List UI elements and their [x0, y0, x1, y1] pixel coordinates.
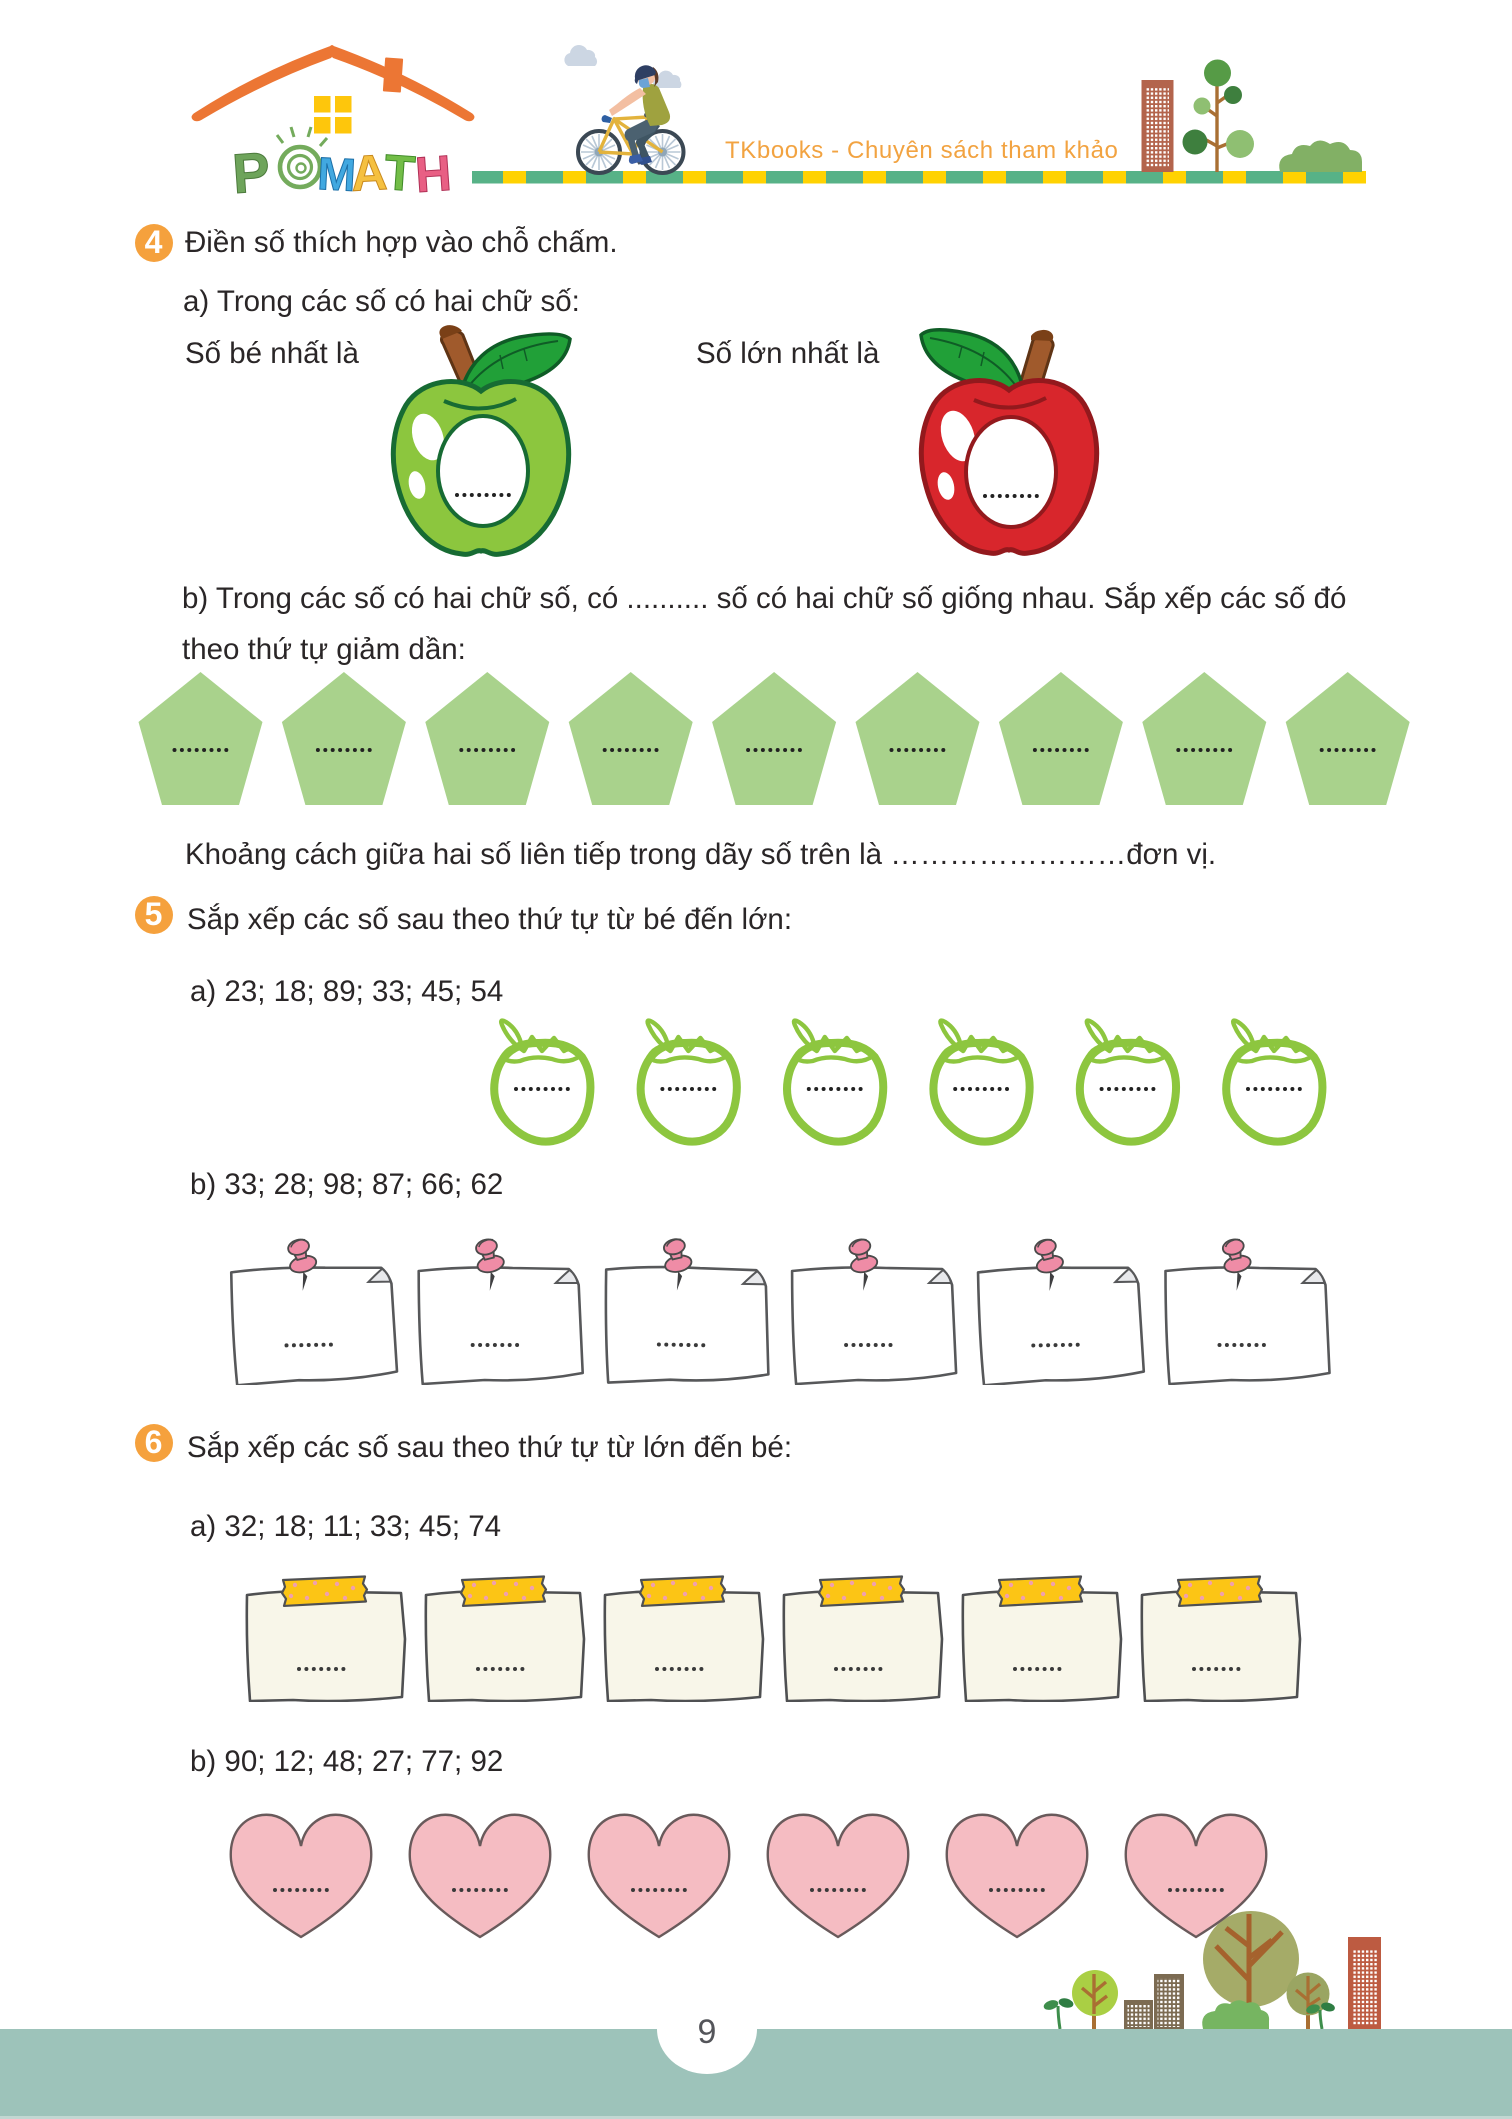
- svg-text:T: T: [382, 144, 416, 202]
- svg-text:H: H: [413, 145, 453, 203]
- svg-text:A: A: [350, 144, 389, 202]
- svg-text:TKbooks - Chuyên sách tham khả: TKbooks - Chuyên sách tham khảo: [725, 137, 1118, 164]
- svg-text:P: P: [230, 140, 272, 205]
- svg-text:M: M: [316, 147, 357, 201]
